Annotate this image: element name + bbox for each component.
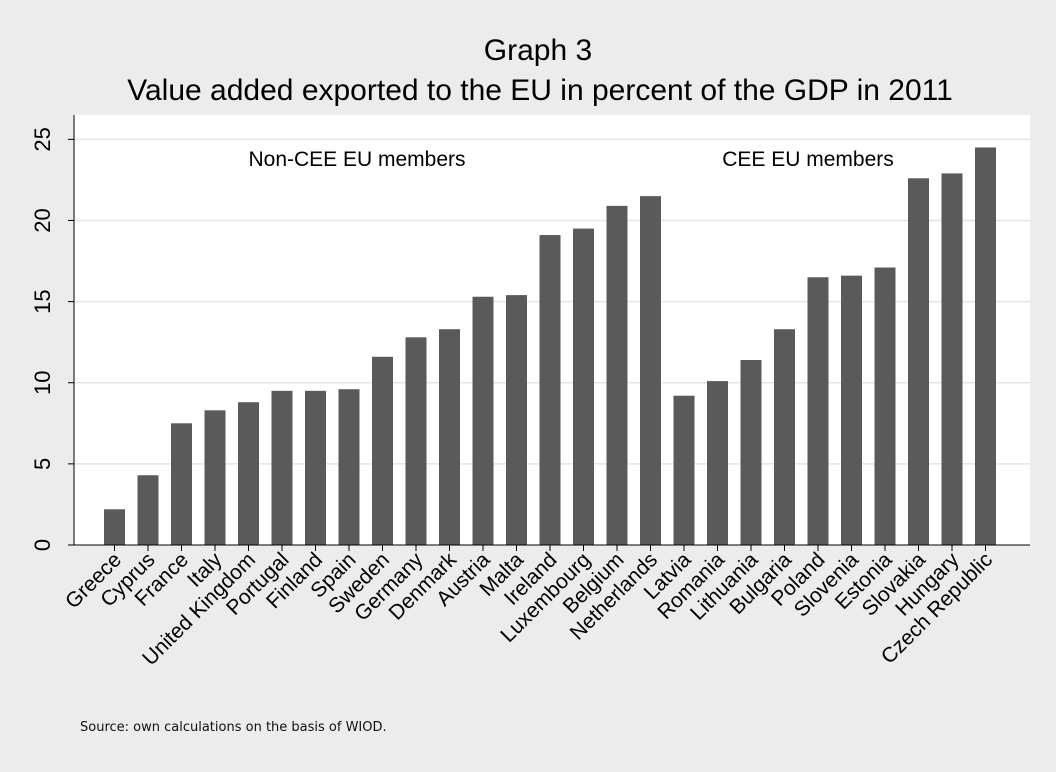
- source-note: Source: own calculations on the basis of…: [80, 720, 387, 735]
- bar: [740, 360, 762, 545]
- bar: [439, 329, 460, 545]
- bar: [271, 390, 293, 545]
- y-tick-label: 20: [30, 208, 55, 232]
- bar: [472, 296, 494, 545]
- bar: [405, 337, 427, 545]
- bar: [573, 228, 594, 545]
- bar: [807, 277, 829, 545]
- bar: [941, 173, 963, 545]
- bar: [305, 390, 326, 545]
- bar: [774, 329, 795, 545]
- bar: [338, 389, 360, 545]
- bar: [606, 205, 628, 545]
- bar: [204, 410, 226, 545]
- bar: [975, 147, 996, 546]
- bar: [104, 509, 125, 545]
- chart-subtitle: Value added exported to the EU in percen…: [127, 74, 953, 107]
- bar: [506, 295, 527, 545]
- bar: [238, 402, 259, 545]
- y-tick-label: 15: [30, 289, 55, 313]
- y-tick-label: 10: [30, 370, 55, 394]
- bar: [137, 475, 159, 545]
- bar: [372, 356, 393, 545]
- y-axis-ticks: 0 5 10 15 20 25: [30, 127, 74, 551]
- bar: [171, 423, 192, 545]
- bar: [673, 395, 695, 545]
- annotations: Non-CEE EU members CEE EU members: [248, 148, 893, 171]
- bars: [104, 147, 996, 546]
- chart-title: Graph 3: [484, 34, 592, 67]
- annotation-label: CEE EU members: [722, 148, 894, 171]
- bar: [841, 275, 862, 545]
- y-tick-label: 25: [30, 127, 55, 151]
- bar: [908, 178, 929, 545]
- bar: [707, 381, 728, 545]
- bar: [539, 235, 561, 545]
- y-tick-label: 5: [30, 458, 55, 470]
- bar: [640, 196, 661, 545]
- bar: [874, 267, 896, 545]
- y-tick-label: 0: [30, 539, 55, 551]
- annotation-label: Non-CEE EU members: [248, 148, 465, 171]
